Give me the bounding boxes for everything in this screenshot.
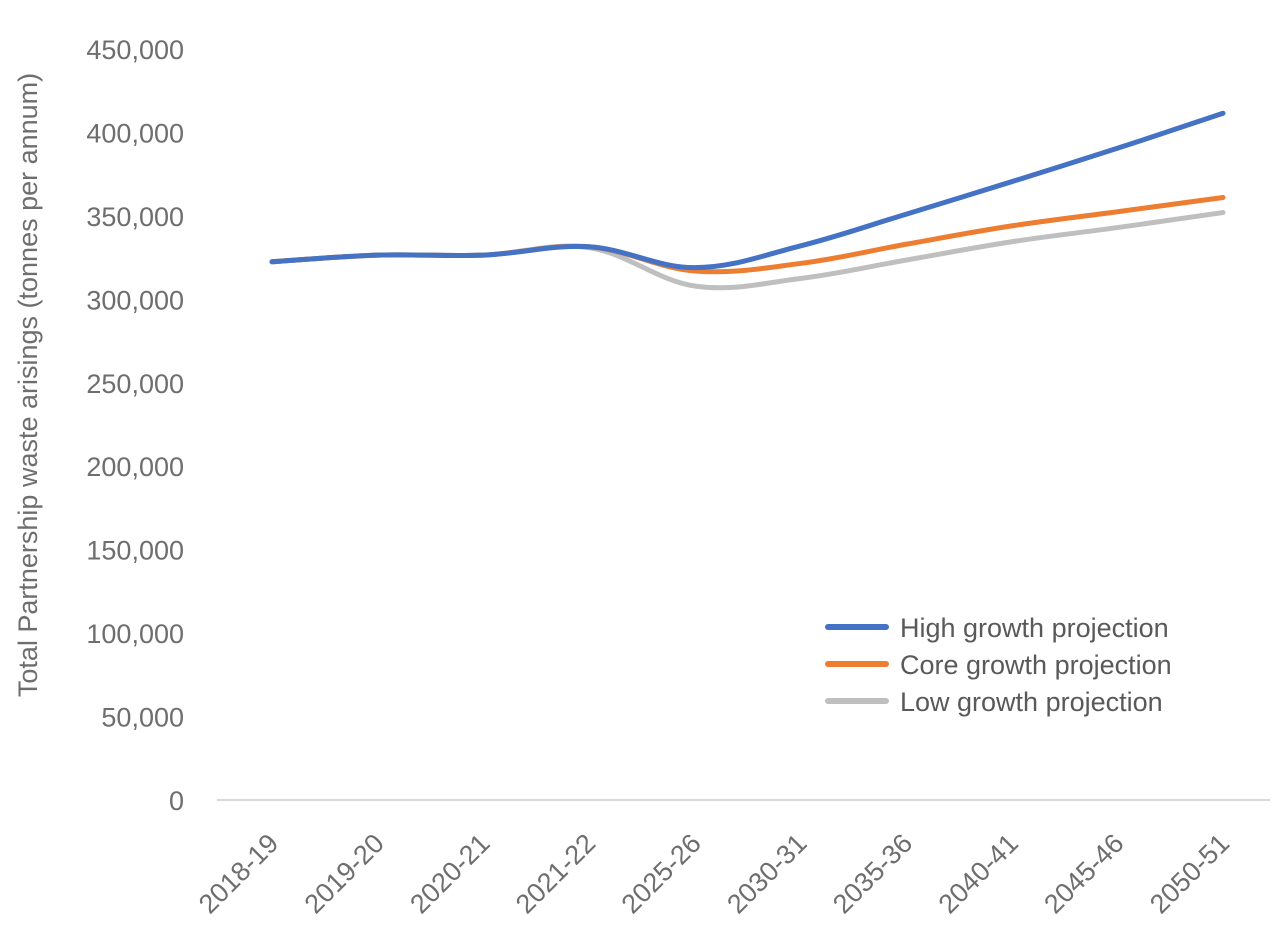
series-lines [269,110,1226,291]
legend-label-high: High growth projection [900,613,1169,643]
x-tick-label: 2025-26 [616,828,707,919]
y-tick-label: 100,000 [86,619,184,649]
y-tick-label: 200,000 [86,452,184,482]
x-tick-label: 2020-21 [404,828,495,919]
x-tick-label: 2019-20 [299,828,390,919]
x-tick-label: 2018-19 [193,828,284,919]
series-line-high [269,110,1226,271]
legend-label-core: Core growth projection [900,650,1172,680]
y-tick-label: 0 [169,786,184,816]
y-tick-label: 300,000 [86,285,184,315]
y-tick-label: 400,000 [86,118,184,148]
y-axis-ticks: 0 50,000 100,000 150,000 200,000 250,000 300,0… [86,35,184,816]
x-tick-label: 2035-36 [827,828,918,919]
x-tick-label: 2045-46 [1038,828,1129,919]
x-axis-ticks: 2018-19 2019-20 2020-21 2021-22 2025-26 2030-… [193,828,1235,919]
legend-label-low: Low growth projection [900,687,1163,717]
x-tick-label: 2021-22 [510,828,601,919]
y-axis-title-group: Total Partnership waste arisings (tonnes… [13,73,43,697]
y-tick-label: 350,000 [86,202,184,232]
y-tick-label: 50,000 [101,703,184,733]
y-tick-label: 450,000 [86,35,184,65]
series-line-low [269,210,1226,291]
y-axis-title: Total Partnership waste arisings (tonnes… [13,73,43,697]
y-tick-label: 250,000 [86,369,184,399]
legend: High growth projection Core growth projec… [825,613,1172,717]
x-tick-label: 2030-31 [721,828,812,919]
x-tick-label: 2050-51 [1144,828,1235,919]
y-tick-label: 150,000 [86,536,184,566]
x-tick-label: 2040-41 [933,828,1024,919]
